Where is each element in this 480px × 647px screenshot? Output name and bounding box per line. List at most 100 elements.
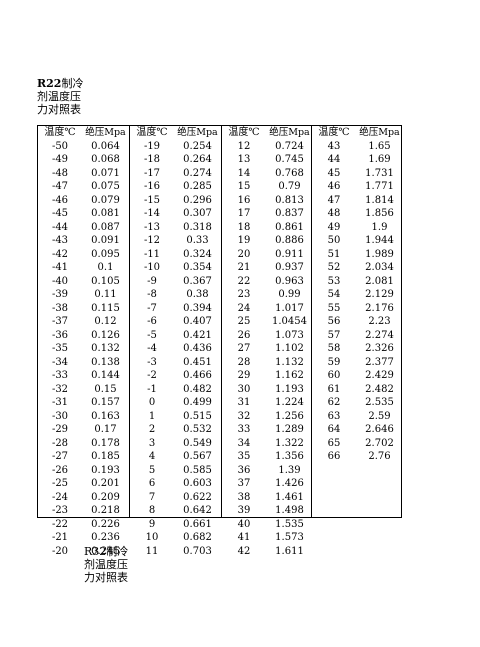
- table-row: -18 0.264: [130, 153, 221, 167]
- temperature-cell: 54: [327, 289, 341, 300]
- pressure-cell: 0.285: [183, 181, 212, 192]
- pressure-cell: 0.682: [183, 532, 212, 543]
- pressure-cell: 0.236: [91, 532, 120, 543]
- pressure-cell: 1.573: [275, 532, 304, 543]
- table-row: 39 1.498: [222, 504, 311, 518]
- table-row: 46 1.771: [312, 180, 403, 194]
- pressure-cell: 2.429: [365, 370, 394, 381]
- pressure-cell: 1.256: [275, 410, 304, 422]
- temperature-cell: 34: [237, 437, 251, 449]
- temperature-cell: 55: [327, 302, 341, 314]
- table-row: 25 1.0454: [222, 315, 311, 329]
- table-row: -20 0.245: [38, 545, 129, 559]
- pressure-cell: 0.813: [275, 194, 304, 206]
- temperature-cell: 19: [237, 235, 251, 246]
- pressure-cell: 0.144: [91, 370, 120, 381]
- pressure-cell: 1.289: [275, 424, 304, 435]
- temperature-cell: -29: [51, 424, 69, 435]
- table-row: 27 1.102: [222, 342, 311, 356]
- table-row: 38 1.461: [222, 491, 311, 505]
- temperature-cell: 44: [327, 154, 341, 165]
- pressure-cell: 0.451: [183, 356, 212, 368]
- temperature-cell: 16: [237, 194, 251, 206]
- pressure-cell: 0.274: [183, 167, 212, 179]
- temperature-cell: 57: [327, 329, 341, 341]
- temperature-cell: -13: [143, 221, 161, 233]
- temperature-cell: -27: [51, 451, 69, 462]
- table-row: 3 0.549: [130, 437, 221, 451]
- temperature-cell: -1: [147, 383, 157, 395]
- temperature-cell: 30: [237, 383, 251, 395]
- table-row: 15 0.79: [222, 180, 311, 194]
- temperature-cell: -8: [147, 289, 157, 300]
- table-row: 44 1.69: [312, 153, 403, 167]
- temperature-cell: 13: [237, 154, 251, 165]
- pressure-cell: 0.703: [183, 545, 212, 557]
- table-row: -40 0.105: [38, 275, 129, 289]
- temperature-header: 温度℃: [136, 127, 168, 138]
- pressure-header: 绝压Mpa: [359, 127, 400, 138]
- column-header: 温度℃ 绝压Mpa: [222, 126, 311, 140]
- table-row: -5 0.421: [130, 329, 221, 343]
- table-row: 24 1.017: [222, 302, 311, 316]
- table-column-1: 温度℃ 绝压Mpa -50 0.064 -49 0.068 -48 0.071 -47 0.075…: [38, 126, 129, 557]
- pressure-cell: 0.254: [183, 140, 212, 152]
- pressure-cell: 0.1: [97, 262, 114, 273]
- temperature-cell: 39: [237, 505, 251, 516]
- temperature-cell: 11: [145, 545, 159, 557]
- table-row: -12 0.33: [130, 234, 221, 248]
- temperature-cell: 33: [237, 424, 251, 435]
- temperature-cell: 9: [148, 518, 156, 530]
- table-row: -32 0.15: [38, 383, 129, 397]
- temperature-header: 温度℃: [228, 127, 260, 138]
- temperature-cell: -33: [51, 370, 69, 381]
- pressure-cell: 0.354: [183, 262, 212, 273]
- temperature-cell: 2: [148, 424, 156, 435]
- table-row: -38 0.115: [38, 302, 129, 316]
- pressure-cell: 0.15: [94, 383, 117, 395]
- pressure-cell: 0.296: [183, 194, 212, 206]
- pressure-cell: 0.622: [183, 491, 212, 503]
- table-row: 17 0.837: [222, 207, 311, 221]
- temperature-cell: -22: [51, 518, 69, 530]
- table-row: 64 2.646: [312, 423, 403, 437]
- table-row: 43 1.65: [312, 140, 403, 154]
- table-row: -34 0.138: [38, 356, 129, 370]
- table-column-3: 温度℃ 绝压Mpa 12 0.724 13 0.745 14 0.768 15 0.79 16 0.8…: [221, 126, 311, 557]
- temperature-cell: 65: [327, 437, 341, 449]
- pressure-cell: 0.515: [183, 410, 212, 422]
- temperature-cell: 23: [237, 289, 251, 300]
- table-row: -50 0.064: [38, 140, 129, 154]
- temperature-cell: -20: [51, 545, 69, 557]
- table-row: -29 0.17: [38, 423, 129, 437]
- temperature-cell: -50: [51, 140, 69, 152]
- column-header: 温度℃ 绝压Mpa: [130, 126, 221, 140]
- temperature-cell: 12: [237, 140, 251, 152]
- table-row: 48 1.856: [312, 207, 403, 221]
- temperature-cell: -25: [51, 478, 69, 489]
- table-row: -36 0.126: [38, 329, 129, 343]
- pressure-cell: 1.498: [275, 505, 304, 516]
- pressure-cell: 0.245: [91, 545, 120, 557]
- table-row: 53 2.081: [312, 275, 403, 289]
- table-row: 49 1.9: [312, 221, 403, 235]
- pressure-cell: 0.068: [91, 154, 120, 165]
- temperature-cell: -49: [51, 154, 69, 165]
- pressure-cell: 2.535: [365, 397, 394, 408]
- pressure-cell: 0.091: [91, 235, 120, 246]
- temperature-cell: 6: [148, 478, 156, 489]
- pressure-cell: 0.064: [91, 140, 120, 152]
- pressure-cell: 0.163: [91, 410, 120, 422]
- temperature-cell: 29: [237, 370, 251, 381]
- pressure-cell: 0.105: [91, 275, 120, 287]
- temperature-cell: -38: [51, 302, 69, 314]
- pressure-cell: 1.102: [275, 343, 304, 354]
- pressure-cell: 2.76: [368, 451, 391, 462]
- pressure-cell: 1.193: [275, 383, 304, 395]
- temperature-cell: -16: [143, 181, 161, 192]
- temperature-cell: 28: [237, 356, 251, 368]
- pressure-cell: 1.9: [371, 221, 388, 233]
- pressure-cell: 0.745: [275, 154, 304, 165]
- pressure-cell: 1.0454: [272, 316, 307, 327]
- column-header: 温度℃ 绝压Mpa: [312, 126, 403, 140]
